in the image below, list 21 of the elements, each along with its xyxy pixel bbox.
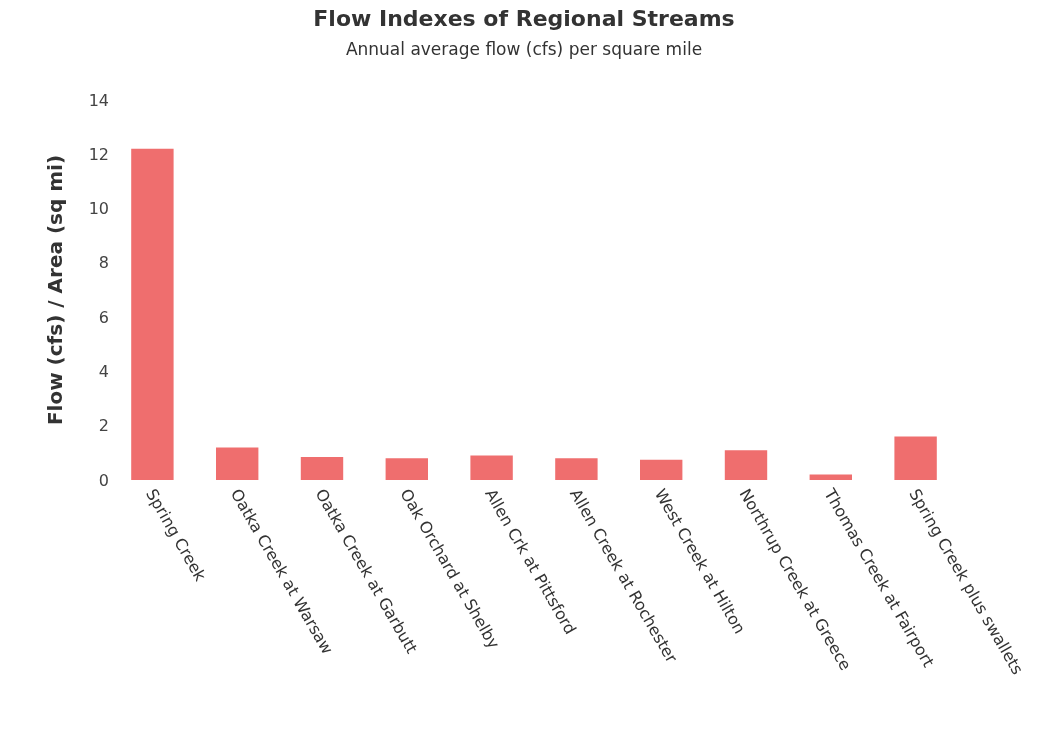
y-tick-label: 8 [98, 253, 109, 273]
bar [555, 458, 598, 480]
y-tick-label: 4 [98, 362, 109, 382]
bar [809, 474, 852, 480]
bar [216, 447, 259, 480]
bar [724, 450, 768, 480]
y-tick-label: 2 [98, 416, 109, 436]
bar [131, 148, 174, 480]
bar [385, 458, 428, 480]
bar [470, 455, 513, 480]
chart-subtitle: Annual average flow (cfs) per square mile [345, 38, 703, 59]
bar [300, 456, 344, 480]
chart-title: Flow Indexes of Regional Streams [313, 6, 735, 32]
bar [640, 459, 683, 480]
y-tick-label: 10 [88, 199, 109, 219]
y-tick-label: 0 [98, 470, 109, 490]
y-tick-label: 12 [88, 144, 109, 164]
y-tick-label: 6 [98, 307, 109, 327]
y-axis-title: Flow (cfs) / Area (sq mi) [43, 154, 68, 426]
y-tick-label: 14 [88, 90, 109, 110]
bar [894, 436, 937, 480]
